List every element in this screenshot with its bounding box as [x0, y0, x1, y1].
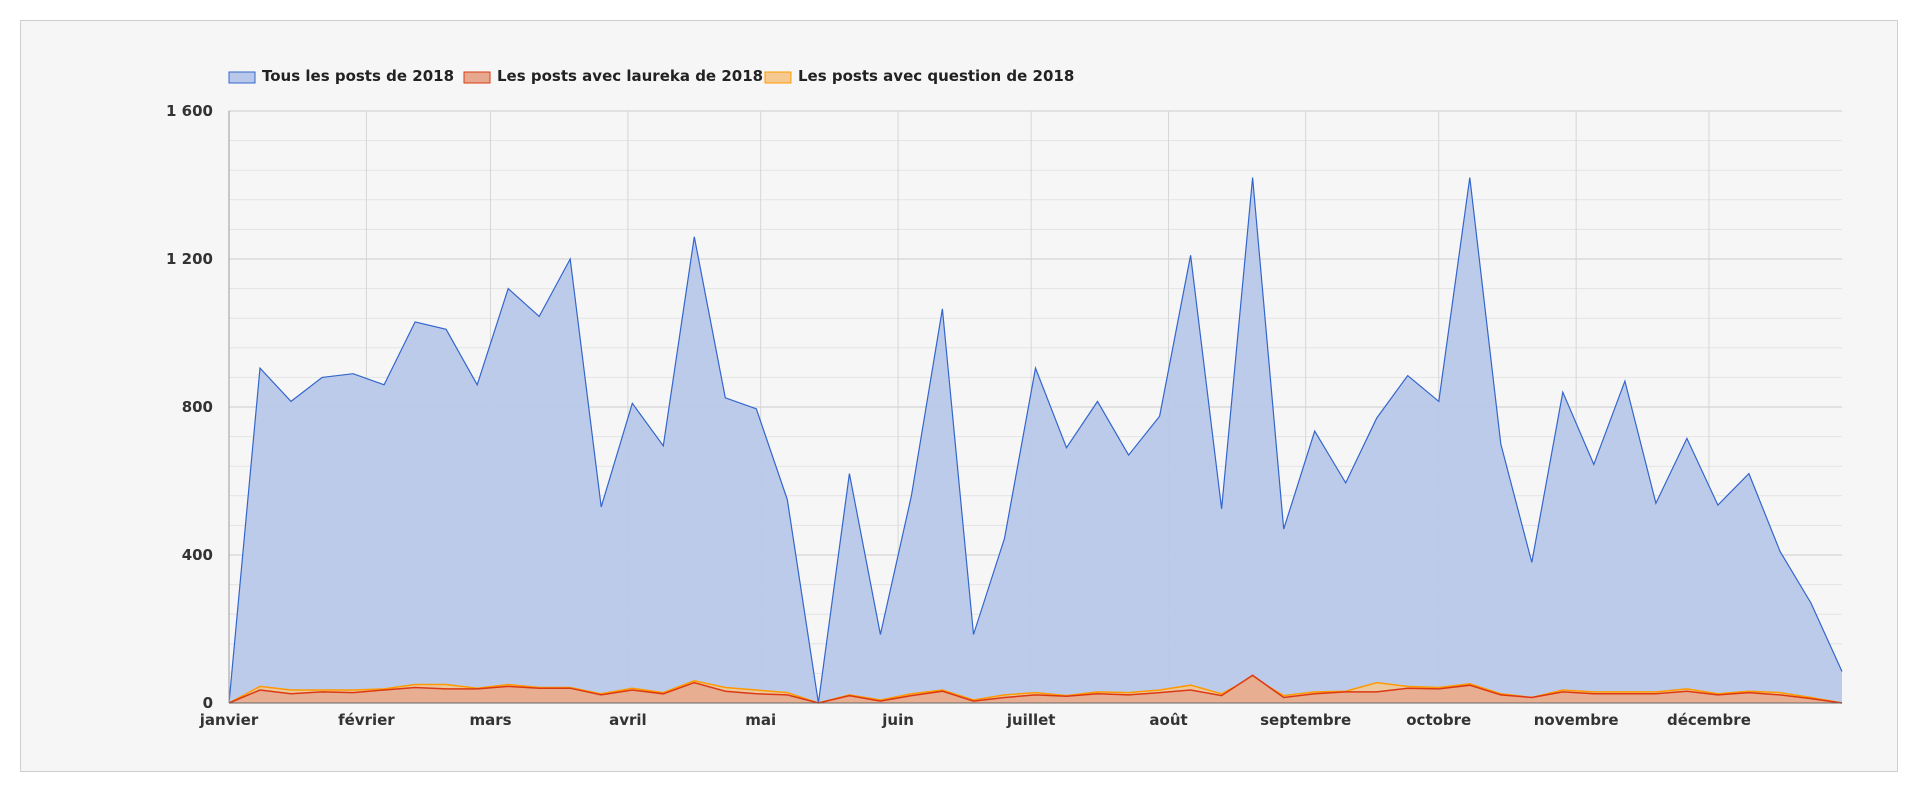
series-area-0 [229, 177, 1842, 704]
legend-item: Les posts avec laureka de 2018 [463, 67, 763, 85]
legend-label: Tous les posts de 2018 [262, 67, 454, 85]
y-tick-label: 1 200 [166, 250, 213, 268]
legend: Tous les posts de 2018 Les posts avec lau… [228, 67, 1074, 85]
x-tick-label: décembre [1667, 711, 1751, 729]
series-line-1 [228, 674, 1843, 704]
legend-swatch [228, 71, 256, 84]
y-tick-label: 800 [182, 398, 213, 416]
series-areas [228, 177, 1843, 704]
axes [228, 111, 1842, 704]
x-tick-label: juin [881, 711, 914, 729]
legend-item: Tous les posts de 2018 [228, 67, 454, 85]
legend-item: Les posts avec question de 2018 [764, 67, 1074, 85]
x-tick-label: mars [469, 711, 511, 729]
tick-labels: 0 400 800 1 200 1 600 janvier février mars avril… [166, 102, 1751, 729]
x-tick-label: juillet [1006, 711, 1056, 729]
legend-swatch [463, 71, 491, 84]
x-tick-label: février [338, 711, 395, 729]
series-line-0 [228, 177, 1843, 704]
x-tick-label: août [1149, 711, 1187, 729]
legend-label: Les posts avec question de 2018 [798, 67, 1074, 85]
x-tick-label: avril [609, 711, 647, 729]
x-tick-label: novembre [1534, 711, 1619, 729]
legend-label: Les posts avec laureka de 2018 [497, 67, 763, 85]
legend-swatch [764, 71, 792, 84]
x-tick-label: mai [745, 711, 776, 729]
x-tick-label: septembre [1260, 711, 1351, 729]
y-tick-label: 1 600 [166, 102, 213, 120]
x-tick-label: octobre [1406, 711, 1471, 729]
y-tick-label: 400 [182, 546, 213, 564]
series-line-2 [228, 676, 1843, 704]
series-area-1 [229, 675, 1842, 703]
y-tick-label: 0 [203, 694, 213, 712]
x-tick-label: janvier [199, 711, 259, 729]
